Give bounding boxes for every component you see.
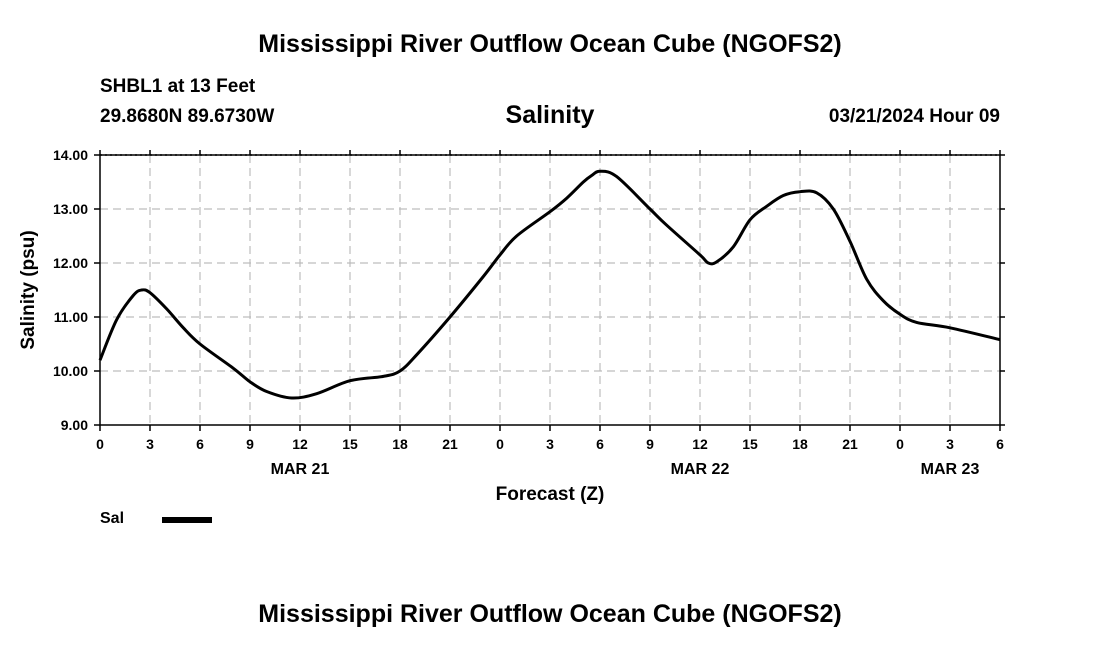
x-tick-label: 6 — [196, 436, 204, 452]
datetime-label: 03/21/2024 Hour 09 — [828, 106, 1000, 127]
chart-title: Mississippi River Outflow Ocean Cube (NG… — [258, 30, 842, 58]
y-tick-label: 13.00 — [53, 201, 88, 217]
x-tick-label: 6 — [596, 436, 604, 452]
y-tick-label: 10.00 — [53, 363, 88, 379]
salinity-series-line — [98, 169, 1001, 400]
x-tick-label: 0 — [96, 436, 104, 452]
date-label: MAR 21 — [271, 461, 330, 478]
x-tick-label: 9 — [646, 436, 654, 452]
x-tick-label: 3 — [546, 436, 554, 452]
footer-title: Mississippi River Outflow Ocean Cube (NG… — [258, 600, 842, 628]
x-tick-label: 3 — [146, 436, 154, 452]
x-tick-label: 6 — [996, 436, 1004, 452]
x-tick-label: 0 — [896, 436, 904, 452]
date-label: MAR 22 — [671, 461, 730, 478]
x-tick-label: 18 — [392, 436, 408, 452]
x-tick-label: 12 — [692, 436, 708, 452]
y-tick-label: 9.00 — [61, 417, 88, 433]
y-tick-label: 12.00 — [53, 255, 88, 271]
axis-tick-labels: 0 3 6 9 12 15 18 21 0 3 6 9 12 15 18 21 0 3 6 9.00 10.00 11.0… — [53, 147, 1004, 478]
legend-label: Sal — [100, 510, 125, 527]
coordinates-label: 29.8680N 89.6730W — [100, 106, 275, 127]
grid-lines — [100, 155, 1000, 425]
x-tick-label: 12 — [292, 436, 308, 452]
x-tick-label: 0 — [496, 436, 504, 452]
station-label: SHBL1 at 13 Feet — [100, 76, 256, 97]
parameter-title: Salinity — [505, 101, 595, 129]
axis-ticks — [94, 150, 1005, 431]
x-tick-label: 15 — [742, 436, 758, 452]
y-axis-label: Salinity (psu) — [18, 230, 39, 349]
date-label: MAR 23 — [921, 461, 980, 478]
x-tick-label: 21 — [842, 436, 858, 452]
y-tick-label: 11.00 — [54, 309, 88, 325]
y-tick-label: 14.00 — [53, 147, 88, 163]
x-tick-label: 15 — [342, 436, 358, 452]
x-tick-label: 18 — [792, 436, 808, 452]
x-tick-label: 21 — [442, 436, 458, 452]
x-tick-label: 3 — [946, 436, 954, 452]
x-axis-label: Forecast (Z) — [496, 484, 605, 505]
x-tick-label: 9 — [246, 436, 254, 452]
legend-swatch — [162, 517, 212, 523]
